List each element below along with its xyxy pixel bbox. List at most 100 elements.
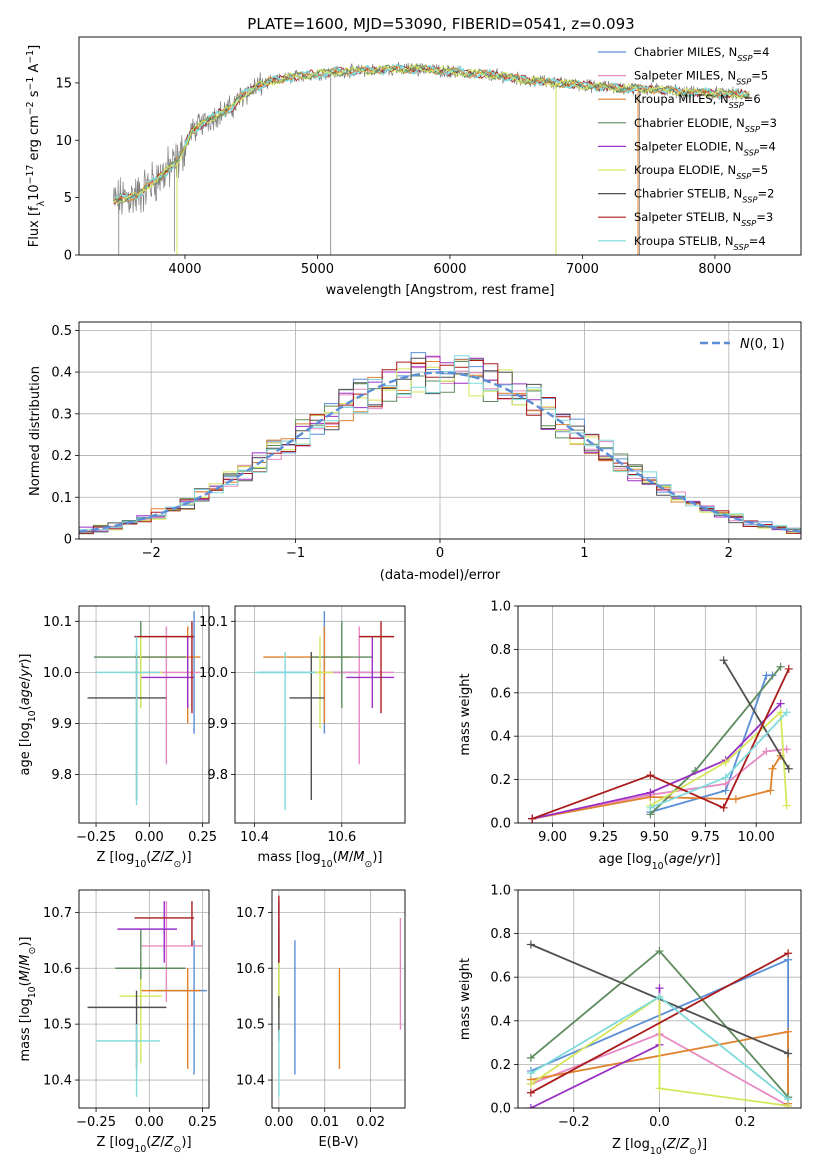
y-tick-label: 9.8: [207, 768, 228, 783]
axes-frame: [78, 605, 210, 824]
y-tick-label: 9.9: [51, 717, 72, 732]
label-part: Z: [666, 1137, 677, 1152]
y-tick-label: 10.4: [236, 1074, 265, 1089]
y-tick-label: 10.5: [43, 1018, 72, 1033]
y-tick-label: 0.5: [51, 324, 72, 339]
y-tick-label: 10.0: [43, 666, 72, 681]
label-part: /: [18, 965, 33, 970]
label-part: −2: [25, 101, 36, 115]
label-part: SSP: [742, 195, 757, 205]
label-part: /: [693, 852, 698, 867]
label-part: Z: [679, 1137, 690, 1152]
y-tick-label: 0.6: [490, 971, 511, 986]
plot-area: [278, 895, 402, 1097]
x-tick-label: −0.2: [558, 1115, 590, 1130]
label-part: 10: [134, 1144, 146, 1155]
label-part: =6: [744, 92, 761, 106]
legend-entry: Salpeter MILES, NSSP=5: [634, 69, 768, 87]
label-part: 10: [321, 859, 333, 870]
legend-entry: Chabrier MILES, NSSP=4: [634, 45, 769, 63]
y-tick-label: 10.4: [43, 1074, 72, 1089]
plot-area: [528, 656, 793, 823]
label-part: −1: [25, 77, 36, 91]
label-part: =3: [760, 116, 777, 130]
label-part: )]: [710, 852, 720, 867]
mass-weight-marker: [782, 708, 791, 717]
mass-weight-marker: [782, 745, 791, 754]
label-part: 10: [27, 986, 38, 998]
x-axis-label: mass [log10(M/M⊙)]: [258, 850, 383, 870]
y-tick-label: 10: [55, 134, 72, 149]
mass-weight-marker: [784, 1095, 793, 1104]
panel-mass-vs-extinction: 0.00 0.01 0.02 10.4 10.5 10.6 10.7 E(B-V): [236, 889, 406, 1150]
mass-weight-marker: [776, 699, 785, 708]
label-part: Salpeter STELIB, N: [634, 210, 741, 224]
label-part: Salpeter ELODIE, N: [634, 139, 744, 153]
label-part: SSP: [737, 53, 752, 63]
label-part: Z: [164, 850, 175, 865]
mass-weight-series: [722, 659, 790, 770]
y-tick-label: 0.8: [490, 927, 511, 942]
mass-weight-marker: [646, 803, 655, 812]
legend-entry: N(0, 1): [740, 337, 785, 352]
label-part: /: [160, 1135, 165, 1150]
mass-weight-marker: [768, 764, 777, 773]
mass-weight-marker: [719, 656, 728, 665]
label-part: Kroupa MILES, N: [634, 92, 729, 106]
y-tick-label: 10.6: [236, 962, 265, 977]
mass-weight-marker: [528, 814, 537, 823]
label-part: ⊙: [27, 947, 38, 955]
panel-age-vs-metallicity: −0.25 0.00 0.259.89.910.010.1Z [log10(Z/Z⊙…: [18, 605, 217, 870]
y-tick-label: 0.1: [51, 491, 72, 506]
y-tick-label: 0.4: [490, 1014, 511, 1029]
label-part: =4: [752, 45, 769, 59]
y-tick-label: 10.1: [199, 615, 228, 630]
label-part: (: [18, 981, 33, 986]
axes-frame: [78, 321, 802, 540]
mass-weight-marker: [784, 1027, 793, 1036]
label-part: 10: [650, 1146, 662, 1157]
x-tick-label: 7000: [566, 262, 599, 277]
figure-title: PLATE=1600, MJD=53090, FIBERID=0541, z=0…: [247, 15, 634, 33]
y-tick-label: 9.8: [51, 768, 72, 783]
legend-entry: Kroupa MILES, NSSP=6: [634, 92, 761, 110]
label-part: )]: [181, 850, 191, 865]
x-tick-label: 10.00: [738, 830, 775, 845]
y-tick-label: 15: [55, 76, 72, 91]
label-part: SSP: [736, 77, 751, 87]
label-part: ]: [27, 45, 42, 50]
x-tick-label: 2: [725, 546, 733, 561]
label-part: SSP: [741, 218, 756, 228]
plot-area: [79, 352, 801, 536]
mass-weight-marker: [721, 758, 730, 767]
x-tick-label: 8000: [698, 262, 731, 277]
label-part: −17: [25, 165, 36, 185]
y-tick-label: 10.5: [236, 1018, 265, 1033]
y-tick-label: 0.8: [490, 643, 511, 658]
label-part: =5: [751, 163, 768, 177]
label-part: SSP: [745, 124, 760, 134]
mass-weight-marker: [655, 1084, 664, 1093]
label-part: yr: [18, 662, 33, 678]
mass-weight-marker: [782, 801, 791, 810]
x-axis-label: wavelength [Angstrom, rest frame]: [326, 283, 555, 298]
label-part: =5: [751, 69, 768, 83]
label-part: ⊙: [174, 1144, 182, 1155]
label-part: Z [log: [96, 850, 134, 865]
label-part: Z: [150, 850, 161, 865]
label-part: M: [338, 850, 349, 865]
normal-reference-curve: [79, 371, 801, 533]
panel-mass-weight-vs-age: 9.00 9.25 9.50 9.75 10.00 0.0 0.2 0.4 0.6 0.8 1.0 a…: [458, 600, 802, 872]
x-axis-label: Z [log10(Z/Z⊙)]: [612, 1137, 707, 1157]
legend-entry: Chabrier STELIB, NSSP=2: [634, 187, 774, 205]
plot-area: [87, 901, 207, 1097]
label-part: =3: [756, 210, 773, 224]
label-part: )]: [18, 937, 33, 947]
x-tick-label: 4000: [168, 262, 201, 277]
x-tick-label: 0.02: [356, 1115, 385, 1130]
x-tick-label: 9.75: [691, 830, 720, 845]
